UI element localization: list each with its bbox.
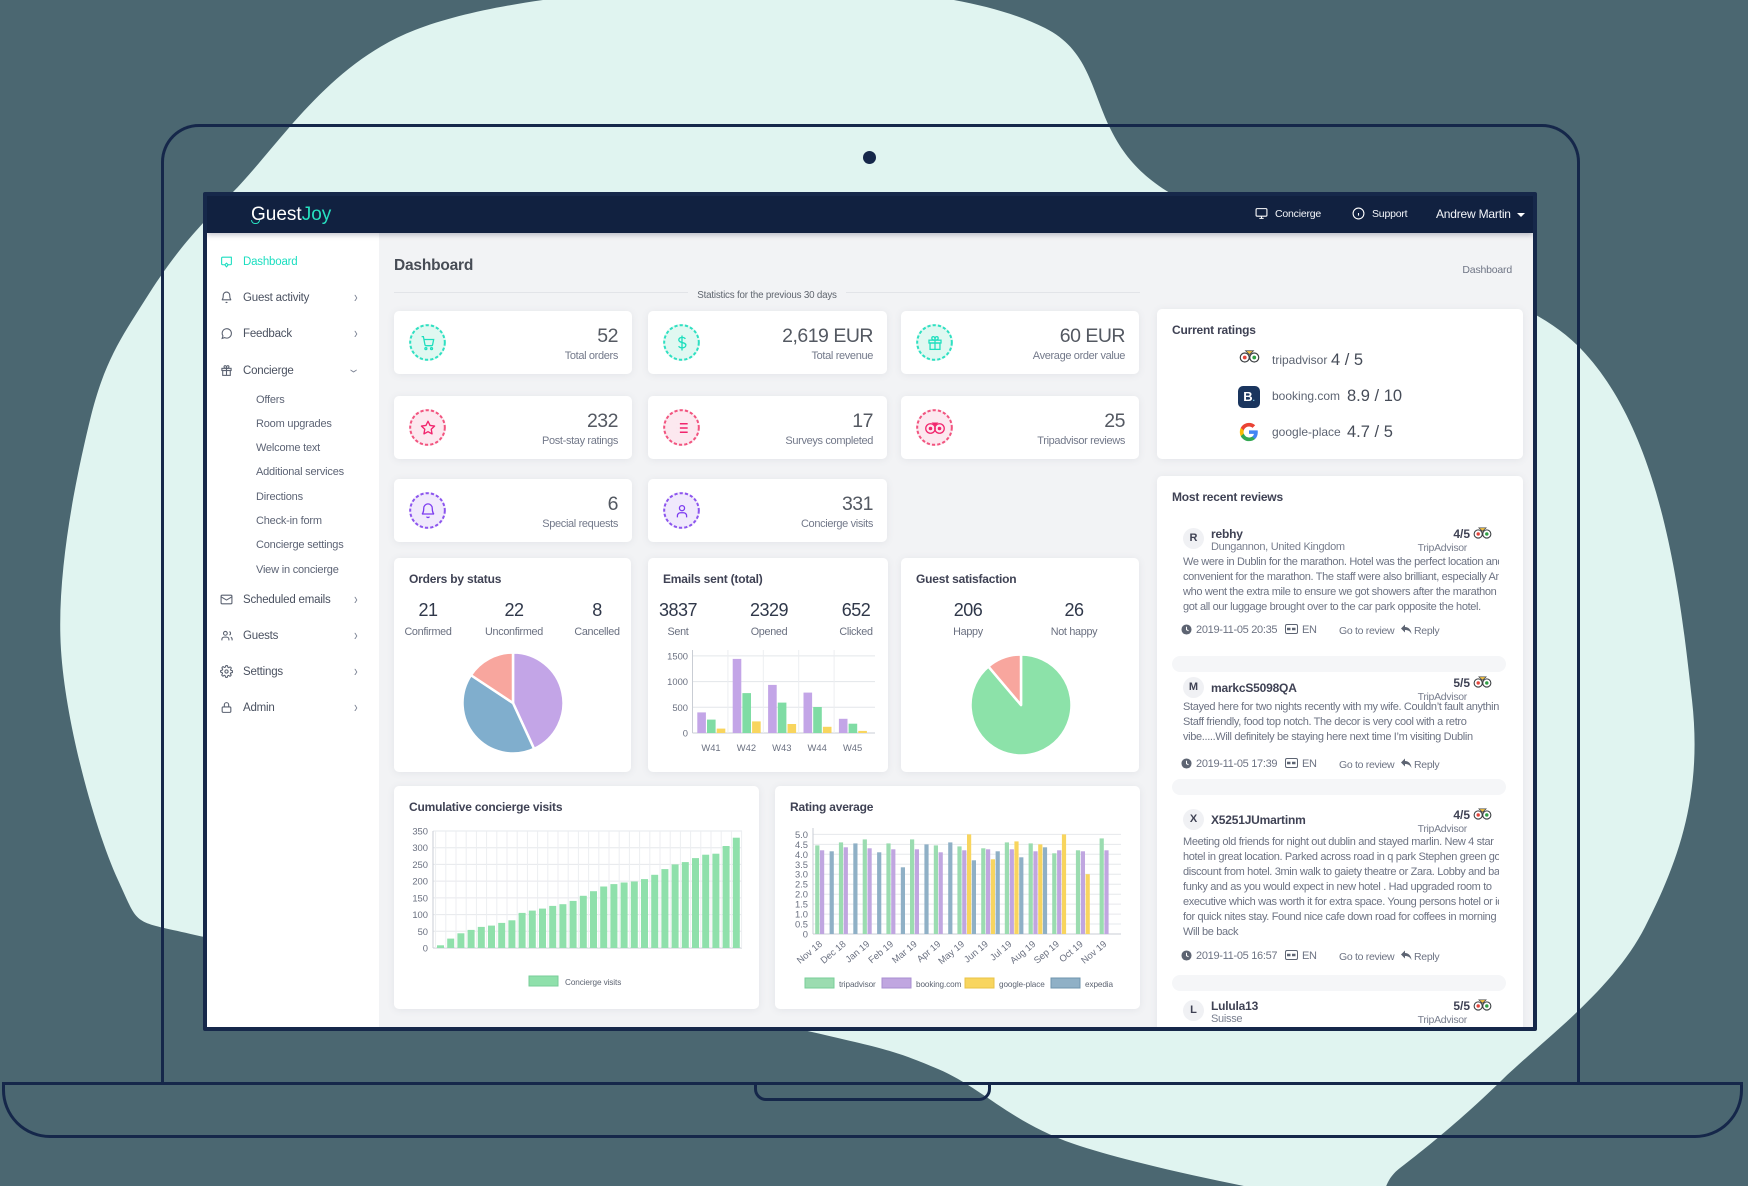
svg-text:W44: W44 xyxy=(808,742,827,753)
svg-text:1000: 1000 xyxy=(667,676,688,687)
svg-text:Nov 18: Nov 18 xyxy=(794,938,824,966)
svg-text:1500: 1500 xyxy=(667,650,688,661)
svg-text:W43: W43 xyxy=(772,742,791,753)
svg-text:May 19: May 19 xyxy=(936,938,967,966)
svg-text:150: 150 xyxy=(412,892,428,903)
svg-text:Nov 19: Nov 19 xyxy=(1079,938,1109,966)
svg-text:Concierge visits: Concierge visits xyxy=(565,978,621,987)
svg-text:expedia: expedia xyxy=(1085,980,1114,989)
svg-text:W42: W42 xyxy=(737,742,756,753)
svg-text:Jan 19: Jan 19 xyxy=(843,938,872,965)
svg-text:Dec 18: Dec 18 xyxy=(818,938,848,966)
svg-text:2.5: 2.5 xyxy=(795,879,808,890)
svg-text:3.0: 3.0 xyxy=(795,869,808,880)
svg-text:1.5: 1.5 xyxy=(795,899,808,910)
svg-text:Sep 19: Sep 19 xyxy=(1031,938,1061,966)
svg-text:Mar 19: Mar 19 xyxy=(889,938,918,965)
svg-text:0.5: 0.5 xyxy=(795,919,808,930)
svg-text:500: 500 xyxy=(672,702,688,713)
svg-text:W45: W45 xyxy=(843,742,862,753)
svg-text:0: 0 xyxy=(803,929,808,940)
svg-text:Aug 19: Aug 19 xyxy=(1008,938,1038,966)
svg-text:50: 50 xyxy=(418,926,428,937)
svg-text:4.0: 4.0 xyxy=(795,849,808,860)
svg-text:0: 0 xyxy=(683,728,688,739)
svg-text:Jun 19: Jun 19 xyxy=(961,938,990,965)
svg-text:250: 250 xyxy=(412,859,428,870)
svg-text:300: 300 xyxy=(412,842,428,853)
svg-text:100: 100 xyxy=(412,909,428,920)
svg-text:booking.com: booking.com xyxy=(916,980,962,989)
svg-text:5.0: 5.0 xyxy=(795,829,808,840)
svg-text:0: 0 xyxy=(423,943,428,954)
svg-text:1.0: 1.0 xyxy=(795,909,808,920)
svg-text:tripadvisor: tripadvisor xyxy=(839,980,876,989)
svg-text:2.0: 2.0 xyxy=(795,889,808,900)
svg-text:W41: W41 xyxy=(701,742,720,753)
svg-text:200: 200 xyxy=(412,876,428,887)
svg-text:google-place: google-place xyxy=(999,980,1045,989)
svg-text:4.5: 4.5 xyxy=(795,839,808,850)
svg-text:3.5: 3.5 xyxy=(795,859,808,870)
svg-text:350: 350 xyxy=(412,826,428,837)
svg-text:Feb 19: Feb 19 xyxy=(866,938,895,965)
